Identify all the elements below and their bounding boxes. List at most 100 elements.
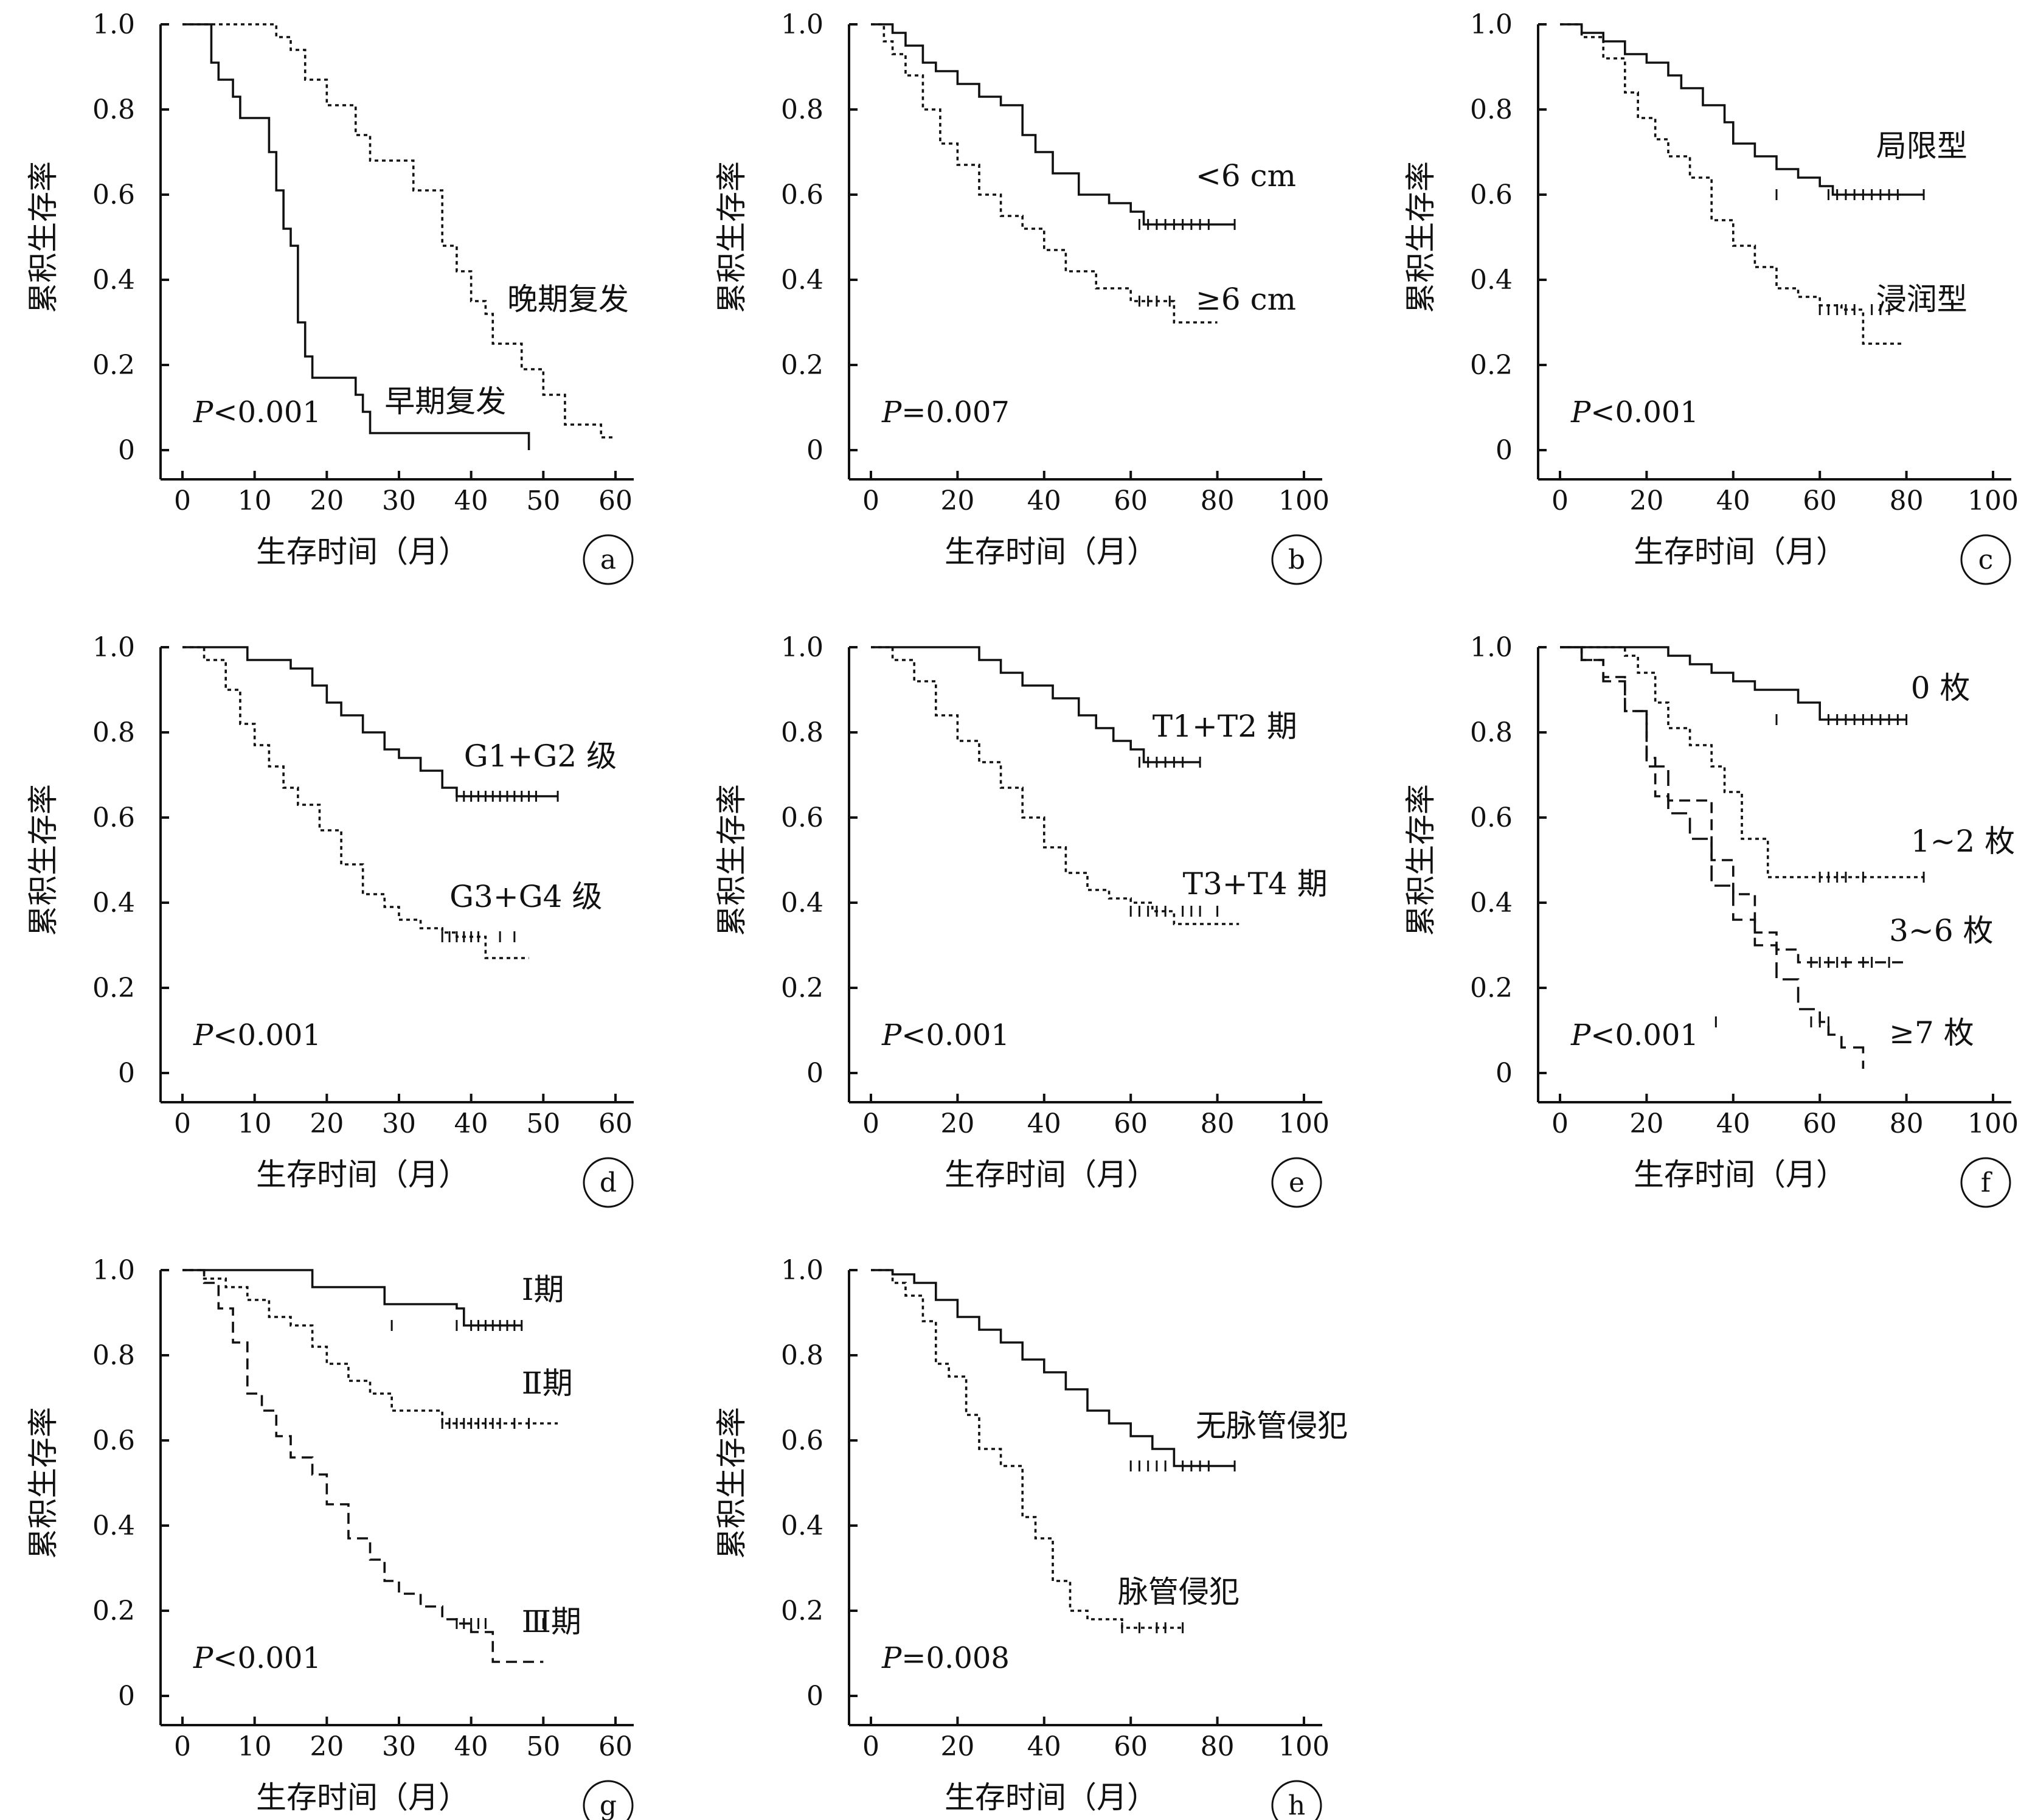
y-tick-label: 0	[118, 435, 135, 466]
panel-letter-circle	[1271, 1157, 1322, 1208]
y-tick-label: 1.0	[781, 1255, 823, 1286]
x-tick-label: 60	[1803, 1108, 1837, 1139]
y-tick-label: 0.6	[781, 802, 823, 833]
panel-letter: a	[600, 544, 616, 575]
x-tick-label: 40	[1027, 485, 1061, 516]
survival-curve-e-0	[871, 646, 1201, 763]
y-tick-label: 0	[118, 1681, 135, 1712]
x-axis-title: 生存时间（月）	[256, 1157, 469, 1192]
y-tick-label: 0.6	[781, 1425, 823, 1456]
y-tick-label: 0	[1496, 1058, 1513, 1089]
panel-letter: e	[1289, 1167, 1305, 1198]
x-axis-title: 生存时间（月）	[945, 534, 1157, 569]
x-tick-label: 20	[1629, 1108, 1663, 1139]
x-tick-label: 60	[1114, 1731, 1148, 1762]
x-tick-label: 0	[1551, 1108, 1569, 1139]
survival-curve-d-0	[182, 646, 558, 797]
x-tick-label: 60	[1114, 1108, 1148, 1139]
y-tick-label: 0.4	[1470, 265, 1513, 296]
survival-curve-c-0	[1560, 23, 1924, 196]
y-tick-label: 1.0	[781, 632, 823, 663]
x-tick-label: 20	[940, 1731, 974, 1762]
panel-letter: g	[600, 1790, 617, 1820]
y-tick-label: 0.4	[781, 1510, 823, 1541]
y-tick-label: 0.8	[92, 94, 135, 125]
p-value-text: <0.001	[901, 1018, 1010, 1052]
y-tick-label: 0.6	[92, 802, 135, 833]
p-value-text: <0.001	[213, 1018, 321, 1052]
y-tick-label: 0.2	[781, 1596, 823, 1627]
series-label: 局限型	[1876, 128, 1967, 164]
y-tick-label: 0.8	[781, 94, 823, 125]
survival-curve-d-1	[182, 646, 529, 959]
y-axis-title: 累积生存率	[26, 161, 61, 313]
x-tick-label: 10	[238, 1731, 272, 1762]
panel-letter: b	[1288, 544, 1305, 575]
x-tick-label: 10	[238, 1108, 272, 1139]
panel-f: 0 0.2 0.4 0.6 0.8 1.0 0 20 40 60 80 100 生存时间（月） 累积生存率…	[1403, 632, 2019, 1208]
p-value-text: <0.001	[213, 395, 321, 429]
survival-curve-f-0	[1560, 646, 1907, 721]
x-tick-label: 40	[1027, 1108, 1061, 1139]
y-tick-label: 0.6	[781, 179, 823, 210]
p-value-symbol: P	[193, 1641, 213, 1675]
y-tick-label: 0.4	[781, 887, 823, 919]
series-label: ≥7 枚	[1889, 1015, 1974, 1051]
series-label: T1+T2 期	[1153, 709, 1297, 744]
series-label: Ⅰ期	[522, 1272, 564, 1307]
survival-curve-f-3	[1560, 646, 1865, 1069]
panel-b: 0 0.2 0.4 0.6 0.8 1.0 0 20 40 60 80 100 生存时间（月） 累积生存率…	[714, 9, 1330, 585]
survival-curve-e-1	[871, 646, 1239, 925]
series-label: ≥6 cm	[1196, 282, 1296, 317]
series-label: G3+G4 级	[449, 879, 602, 914]
x-axis-title: 生存时间（月）	[256, 534, 469, 569]
y-tick-label: 0.2	[92, 973, 135, 1004]
y-tick-label: 0	[118, 1058, 135, 1089]
x-axis-title: 生存时间（月）	[1634, 1157, 1846, 1192]
x-tick-label: 0	[174, 485, 191, 516]
x-tick-label: 30	[382, 485, 416, 516]
x-tick-label: 60	[1114, 485, 1148, 516]
y-tick-label: 1.0	[92, 9, 135, 40]
x-tick-label: 40	[454, 1108, 488, 1139]
x-tick-label: 100	[1278, 1731, 1330, 1762]
p-value-symbol: P	[193, 1018, 213, 1052]
y-tick-label: 0.8	[92, 717, 135, 748]
p-value: P<0.001	[1570, 1018, 1699, 1052]
x-tick-label: 20	[940, 1108, 974, 1139]
y-tick-label: 0.6	[1470, 179, 1513, 210]
panel-letter-circle	[1271, 1780, 1322, 1820]
x-tick-label: 0	[862, 1108, 879, 1139]
panel-letter: f	[1981, 1167, 1992, 1198]
series-label: 浸润型	[1876, 282, 1967, 317]
series-label: Ⅱ期	[522, 1366, 573, 1401]
panel-g: 0 0.2 0.4 0.6 0.8 1.0 0 10 20 30 40 50 60 生存时间（月） 累积生存…	[26, 1255, 634, 1820]
series-label: 早期复发	[384, 384, 506, 419]
p-value: P=0.007	[881, 395, 1010, 429]
p-value: P<0.001	[193, 1018, 321, 1052]
y-tick-label: 1.0	[1470, 9, 1513, 40]
y-tick-label: 0.4	[781, 265, 823, 296]
x-tick-label: 20	[940, 485, 974, 516]
x-tick-label: 100	[1967, 1108, 2019, 1139]
series-label: 脉管侵犯	[1118, 1574, 1239, 1610]
p-value: P<0.001	[881, 1018, 1010, 1052]
y-axis-title: 累积生存率	[714, 1407, 749, 1559]
p-value-symbol: P	[193, 395, 213, 429]
x-tick-label: 0	[1551, 485, 1569, 516]
y-axis-title: 累积生存率	[26, 1407, 61, 1559]
y-tick-label: 1.0	[781, 9, 823, 40]
y-tick-label: 0.8	[1470, 717, 1513, 748]
x-tick-label: 80	[1201, 1731, 1235, 1762]
y-tick-label: 0.2	[781, 973, 823, 1004]
x-tick-label: 60	[598, 1108, 633, 1139]
p-value-symbol: P	[881, 395, 902, 429]
x-tick-label: 100	[1278, 485, 1330, 516]
x-tick-label: 40	[1716, 485, 1750, 516]
x-axis-title: 生存时间（月）	[1634, 534, 1846, 569]
y-tick-label: 0.4	[1470, 887, 1513, 919]
y-tick-label: 0.2	[781, 350, 823, 381]
y-tick-label: 0.6	[92, 1425, 135, 1456]
p-value-text: <0.001	[1590, 395, 1699, 429]
